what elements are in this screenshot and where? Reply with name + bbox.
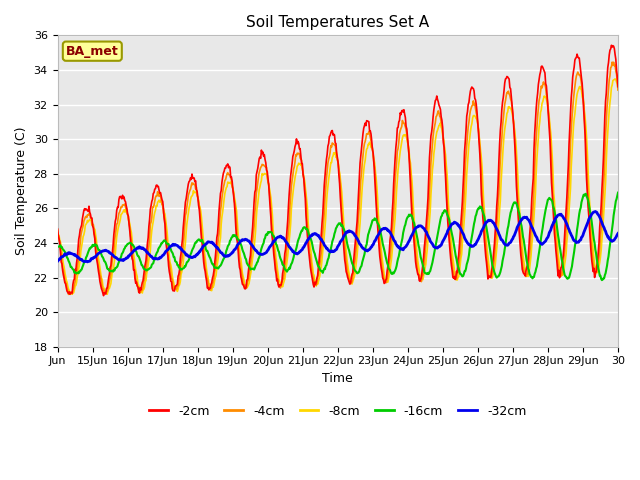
Title: Soil Temperatures Set A: Soil Temperatures Set A — [246, 15, 429, 30]
Y-axis label: Soil Temperature (C): Soil Temperature (C) — [15, 127, 28, 255]
Text: BA_met: BA_met — [66, 45, 118, 58]
X-axis label: Time: Time — [323, 372, 353, 385]
Legend: -2cm, -4cm, -8cm, -16cm, -32cm: -2cm, -4cm, -8cm, -16cm, -32cm — [144, 400, 531, 423]
